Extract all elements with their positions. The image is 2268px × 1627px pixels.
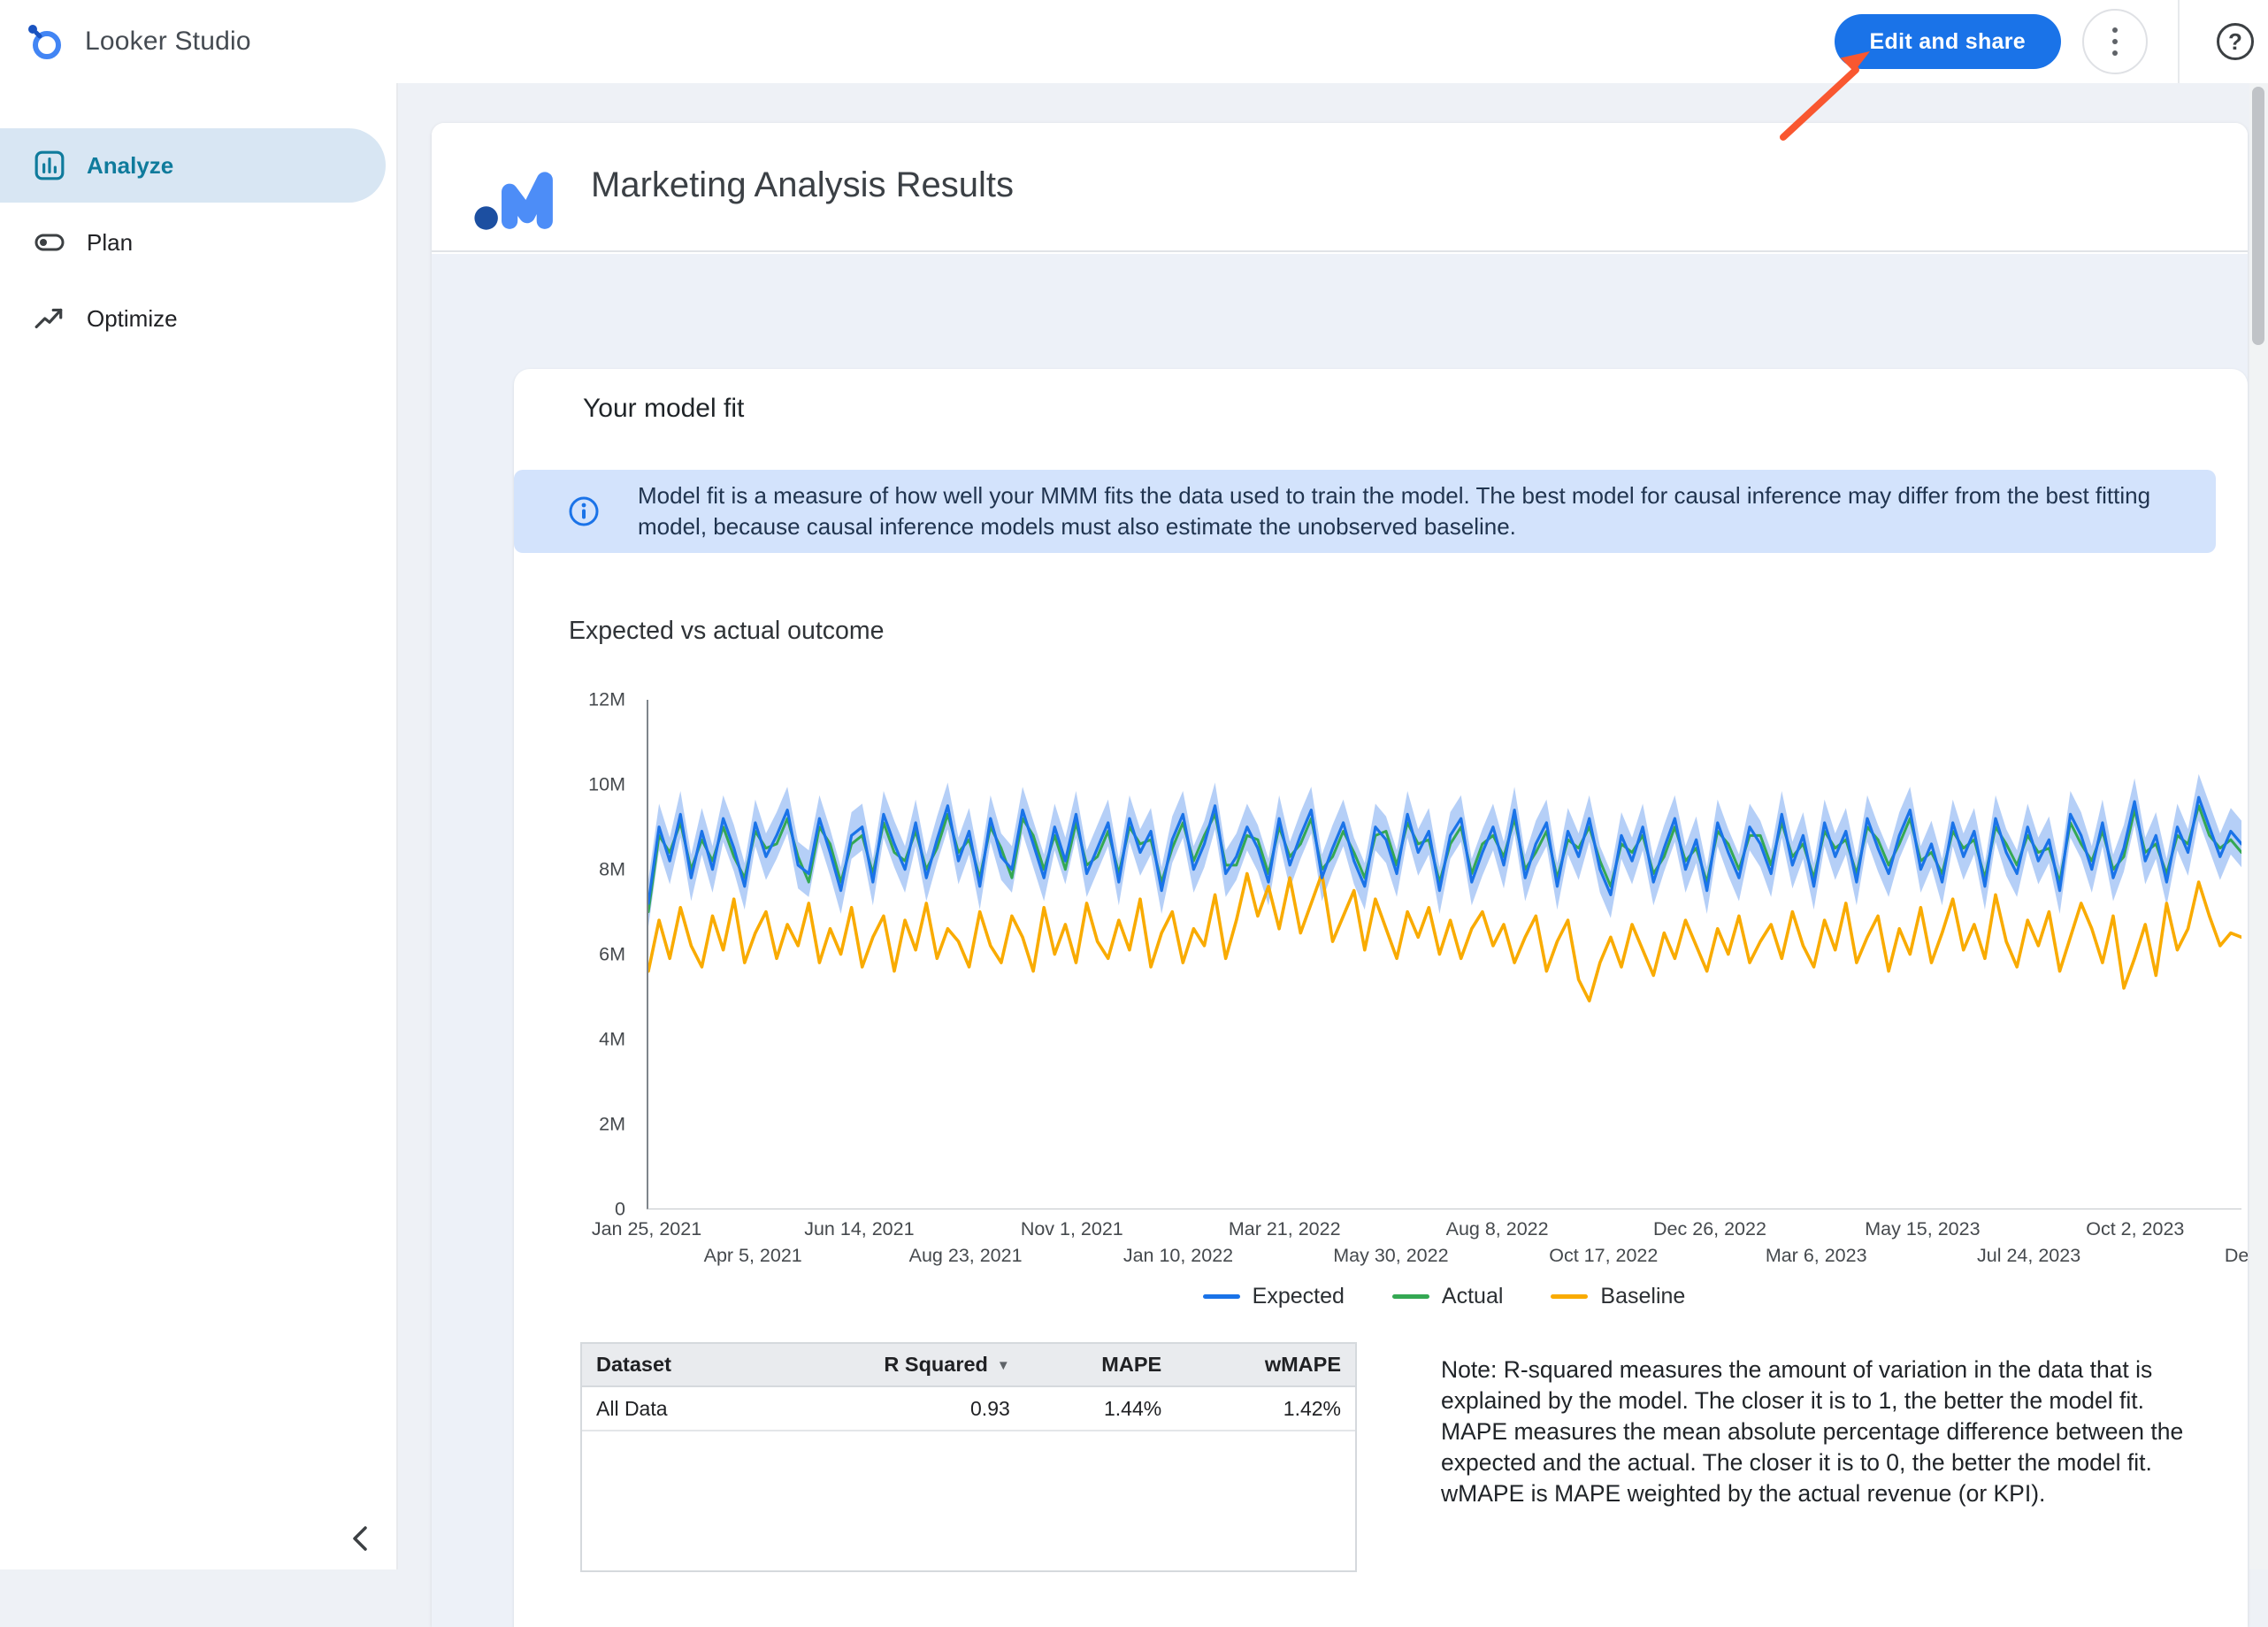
y-tick-label: 10M xyxy=(588,774,625,796)
x-tick-label: Jan 25, 2021 xyxy=(592,1218,701,1240)
fit-table-body: All Data0.931.44%1.42% xyxy=(582,1386,1355,1431)
x-tick-label: May 15, 2023 xyxy=(1865,1218,1980,1240)
table-header-mape[interactable]: MAPE xyxy=(1024,1344,1176,1386)
model-fit-table: Dataset R Squared▼ MAPE wMAPE All Data0.… xyxy=(580,1342,1357,1572)
y-tick-label: 12M xyxy=(588,689,625,711)
table-row: All Data0.931.44%1.42% xyxy=(582,1386,1355,1431)
page-title: Marketing Analysis Results xyxy=(591,165,1014,205)
x-tick-label: Aug 8, 2022 xyxy=(1446,1218,1549,1240)
topbar-actions: Edit and share ? xyxy=(1835,0,2268,83)
x-tick-label: Mar 6, 2023 xyxy=(1766,1245,1867,1267)
sidebar: Analyze Plan Optimize xyxy=(0,83,398,1569)
note-text: Note: R-squared measures the amount of v… xyxy=(1441,1355,2212,1509)
y-tick-label: 0 xyxy=(615,1199,625,1221)
sidebar-item-optimize[interactable]: Optimize xyxy=(0,294,396,343)
baseline-line-swatch xyxy=(1551,1294,1588,1299)
topbar-divider xyxy=(2178,0,2180,83)
kebab-dot xyxy=(2112,27,2118,33)
legend-item-expected[interactable]: Expected xyxy=(1203,1284,1345,1309)
expected-vs-actual-chart xyxy=(647,700,2241,1209)
y-tick-label: 2M xyxy=(599,1114,625,1136)
y-tick-label: 6M xyxy=(599,944,625,966)
table-header-wmape[interactable]: wMAPE xyxy=(1176,1344,1355,1386)
sidebar-item-label: Plan xyxy=(87,229,133,257)
chart-legend: Expected Actual Baseline xyxy=(647,1284,2241,1309)
toggle-icon xyxy=(34,226,65,258)
y-tick-label: 4M xyxy=(599,1029,625,1051)
x-axis-labels: Jan 25, 2021Jun 14, 2021Nov 1, 2021Mar 2… xyxy=(647,1216,2241,1280)
app-title: Looker Studio xyxy=(85,27,251,57)
x-tick-label: Jul 24, 2023 xyxy=(1977,1245,2080,1267)
looker-logo-icon xyxy=(25,21,65,62)
x-tick-label: Oct 2, 2023 xyxy=(2086,1218,2184,1240)
x-tick-label: Dec xyxy=(2225,1245,2248,1267)
help-button[interactable]: ? xyxy=(2217,23,2254,60)
info-banner: Model fit is a measure of how well your … xyxy=(514,470,2216,553)
topbar: Looker Studio Edit and share ? xyxy=(0,0,2268,83)
x-tick-label: Aug 23, 2021 xyxy=(909,1245,1023,1267)
sidebar-item-plan[interactable]: Plan xyxy=(0,218,396,267)
expected-line-swatch xyxy=(1203,1294,1240,1299)
sidebar-collapse-button[interactable] xyxy=(341,1518,382,1559)
sidebar-item-label: Analyze xyxy=(87,152,173,180)
chevron-left-icon xyxy=(344,1521,379,1556)
info-banner-text: Model fit is a measure of how well your … xyxy=(638,480,2189,542)
x-tick-label: Dec 26, 2022 xyxy=(1653,1218,1766,1240)
app-logo-title: Looker Studio xyxy=(25,21,251,62)
x-tick-label: Mar 21, 2022 xyxy=(1229,1218,1341,1240)
scrollbar xyxy=(2249,83,2268,1569)
report-page: Marketing Analysis Results Your model fi… xyxy=(432,123,2248,1627)
dataset-cell: All Data xyxy=(582,1386,760,1431)
legend-item-baseline[interactable]: Baseline xyxy=(1551,1284,1685,1309)
table-header-row: Dataset R Squared▼ MAPE wMAPE xyxy=(582,1344,1355,1386)
report-header: Marketing Analysis Results xyxy=(432,123,2248,252)
x-tick-label: Jan 10, 2022 xyxy=(1123,1245,1233,1267)
scrollbar-thumb[interactable] xyxy=(2252,87,2264,345)
marketing-platform-logo xyxy=(474,157,571,233)
edit-and-share-button[interactable]: Edit and share xyxy=(1835,14,2061,69)
y-axis-labels: 02M4M6M8M10M12M xyxy=(514,700,636,1209)
table-header-r-squared[interactable]: R Squared▼ xyxy=(760,1344,1024,1386)
y-tick-label: 8M xyxy=(599,859,625,881)
legend-item-actual[interactable]: Actual xyxy=(1392,1284,1503,1309)
sidebar-item-analyze[interactable]: Analyze xyxy=(0,128,386,203)
card-title: Your model fit xyxy=(583,394,744,424)
metric-cell: 1.42% xyxy=(1176,1386,1355,1431)
metric-cell: 0.93 xyxy=(760,1386,1024,1431)
analyze-chart-icon xyxy=(34,150,65,181)
sort-descending-icon: ▼ xyxy=(997,1358,1010,1373)
x-tick-label: Nov 1, 2021 xyxy=(1021,1218,1123,1240)
info-icon xyxy=(567,495,601,528)
actual-line-swatch xyxy=(1392,1294,1429,1299)
x-tick-label: May 30, 2022 xyxy=(1333,1245,1448,1267)
report-body: Your model fit Model fit is a measure of… xyxy=(432,254,2248,1627)
main-area: Marketing Analysis Results Your model fi… xyxy=(398,83,2268,1569)
more-options-button[interactable] xyxy=(2082,9,2148,74)
model-fit-card: Your model fit Model fit is a measure of… xyxy=(514,369,2248,1627)
table-header-dataset[interactable]: Dataset xyxy=(582,1344,760,1386)
metric-cell: 1.44% xyxy=(1024,1386,1176,1431)
x-tick-label: Oct 17, 2022 xyxy=(1549,1245,1658,1267)
kebab-dot xyxy=(2112,39,2118,44)
legend-label: Baseline xyxy=(1600,1284,1685,1309)
chart-plot-svg xyxy=(648,700,2241,1209)
legend-label: Expected xyxy=(1253,1284,1345,1309)
chart-title: Expected vs actual outcome xyxy=(569,617,884,646)
x-tick-label: Apr 5, 2021 xyxy=(704,1245,802,1267)
kebab-dot xyxy=(2112,50,2118,56)
legend-label: Actual xyxy=(1442,1284,1503,1309)
trending-up-icon xyxy=(34,303,65,334)
x-tick-label: Jun 14, 2021 xyxy=(804,1218,914,1240)
sidebar-item-label: Optimize xyxy=(87,305,178,333)
